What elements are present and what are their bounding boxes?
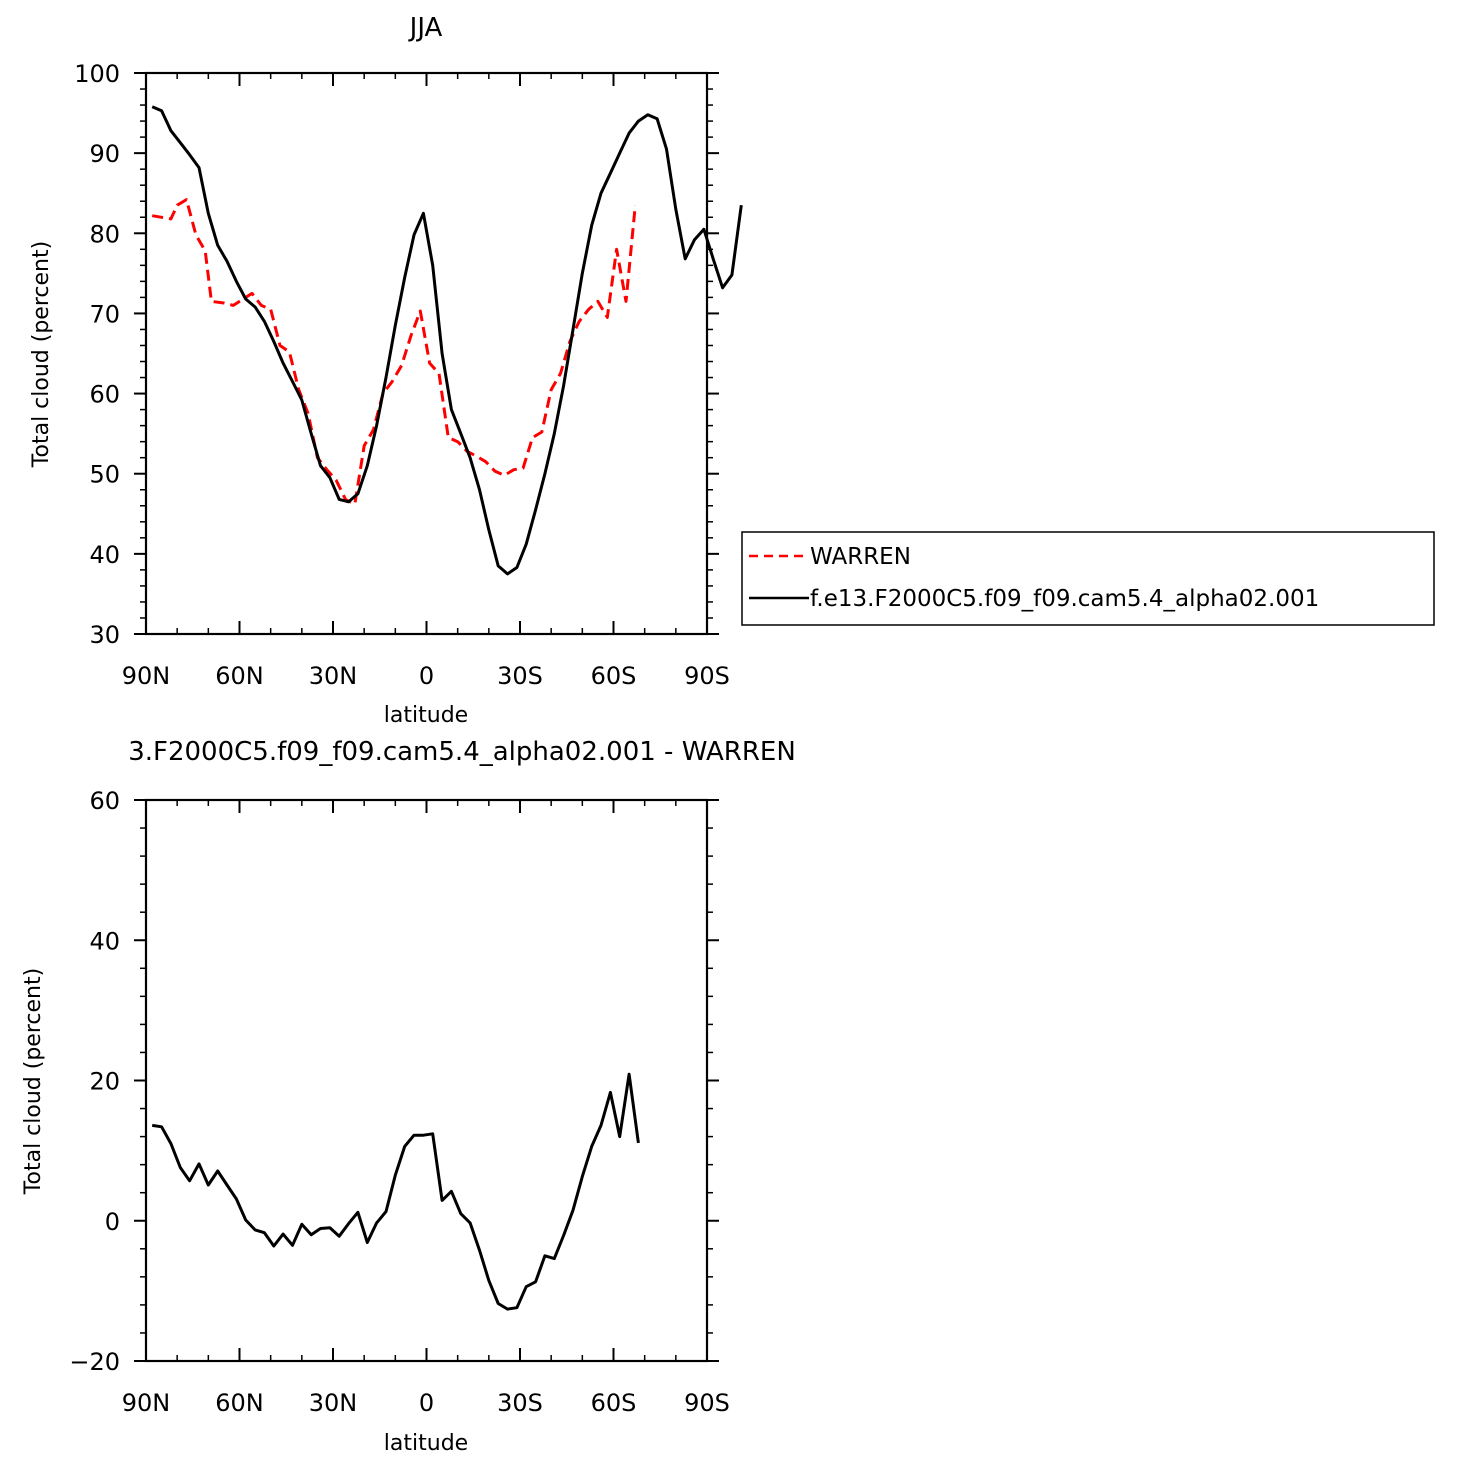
bottom-panel-lines	[151, 1072, 640, 1311]
bottom-x-tick-label: 90S	[684, 1389, 730, 1417]
bottom-x-tick-label: 60N	[215, 1389, 264, 1417]
top-panel: JJA 90N 60N 30N 0 30S 60S 90S 30 40 50 60 70 80 90 100…	[29, 13, 743, 728]
bottom-panel-x-axis-label: latitude	[384, 1431, 468, 1456]
legend-label-warren: WARREN	[810, 544, 911, 570]
bottom-x-tick-label: 60S	[591, 1389, 637, 1417]
top-panel-y-axis-label: Total cloud (percent)	[29, 241, 54, 468]
bottom-panel: 3.F2000C5.f09_f09.cam5.4_alpha02.001 - W…	[21, 737, 796, 1456]
top-x-tick-label: 30N	[309, 662, 358, 690]
bottom-y-tick-label: 0	[105, 1208, 120, 1236]
bottom-panel-y-axis-label: Total cloud (percent)	[21, 968, 46, 1195]
bottom-x-tick-label: 0	[419, 1389, 434, 1417]
bottom-y-tick-label: −20	[69, 1348, 120, 1376]
top-y-tick-label: 30	[89, 621, 120, 649]
bottom-x-tick-label: 90N	[122, 1389, 171, 1417]
top-panel-lines	[151, 105, 743, 576]
legend-label-model: f.e13.F2000C5.f09_f09.cam5.4_alpha02.001	[810, 586, 1319, 612]
top-series-line-warren	[151, 198, 637, 506]
top-panel-frame	[144, 71, 709, 636]
top-y-tick-label: 60	[89, 381, 120, 409]
top-panel-x-axis-label: latitude	[384, 703, 468, 728]
bottom-series-line-model0	[151, 1072, 640, 1311]
top-x-tick-label: 60S	[591, 662, 637, 690]
top-series-line-model1	[151, 105, 743, 576]
top-x-tick-label: 90S	[684, 662, 730, 690]
top-x-tick-label: 90N	[122, 662, 171, 690]
top-panel-ticks: 90N 60N 30N 0 30S 60S 90S 30 40 50 60 70 80 90 100	[74, 60, 730, 690]
bottom-y-tick-label: 60	[89, 787, 120, 815]
top-y-tick-label: 70	[89, 300, 120, 328]
legend-box	[741, 531, 1435, 626]
legend: WARREN f.e13.F2000C5.f09_f09.cam5.4_alph…	[741, 531, 1435, 626]
top-y-tick-label: 50	[89, 461, 120, 489]
bottom-y-tick-label: 40	[89, 927, 120, 955]
bottom-x-tick-label: 30S	[497, 1389, 543, 1417]
bottom-x-tick-label: 30N	[309, 1389, 358, 1417]
top-x-tick-label: 30S	[497, 662, 543, 690]
bottom-panel-title: 3.F2000C5.f09_f09.cam5.4_alpha02.001 - W…	[128, 737, 796, 767]
top-y-tick-label: 90	[89, 140, 120, 168]
top-y-tick-label: 80	[89, 220, 120, 248]
bottom-panel-ticks: 90N 60N 30N 0 30S 60S 90S −20 0 20 40 60	[69, 787, 730, 1417]
top-x-tick-label: 60N	[215, 662, 264, 690]
top-panel-title: JJA	[408, 13, 443, 43]
bottom-y-tick-label: 20	[89, 1068, 120, 1096]
top-y-tick-label: 100	[74, 60, 120, 88]
top-x-tick-label: 0	[419, 662, 434, 690]
top-y-tick-label: 40	[89, 541, 120, 569]
bottom-panel-frame	[144, 798, 709, 1363]
